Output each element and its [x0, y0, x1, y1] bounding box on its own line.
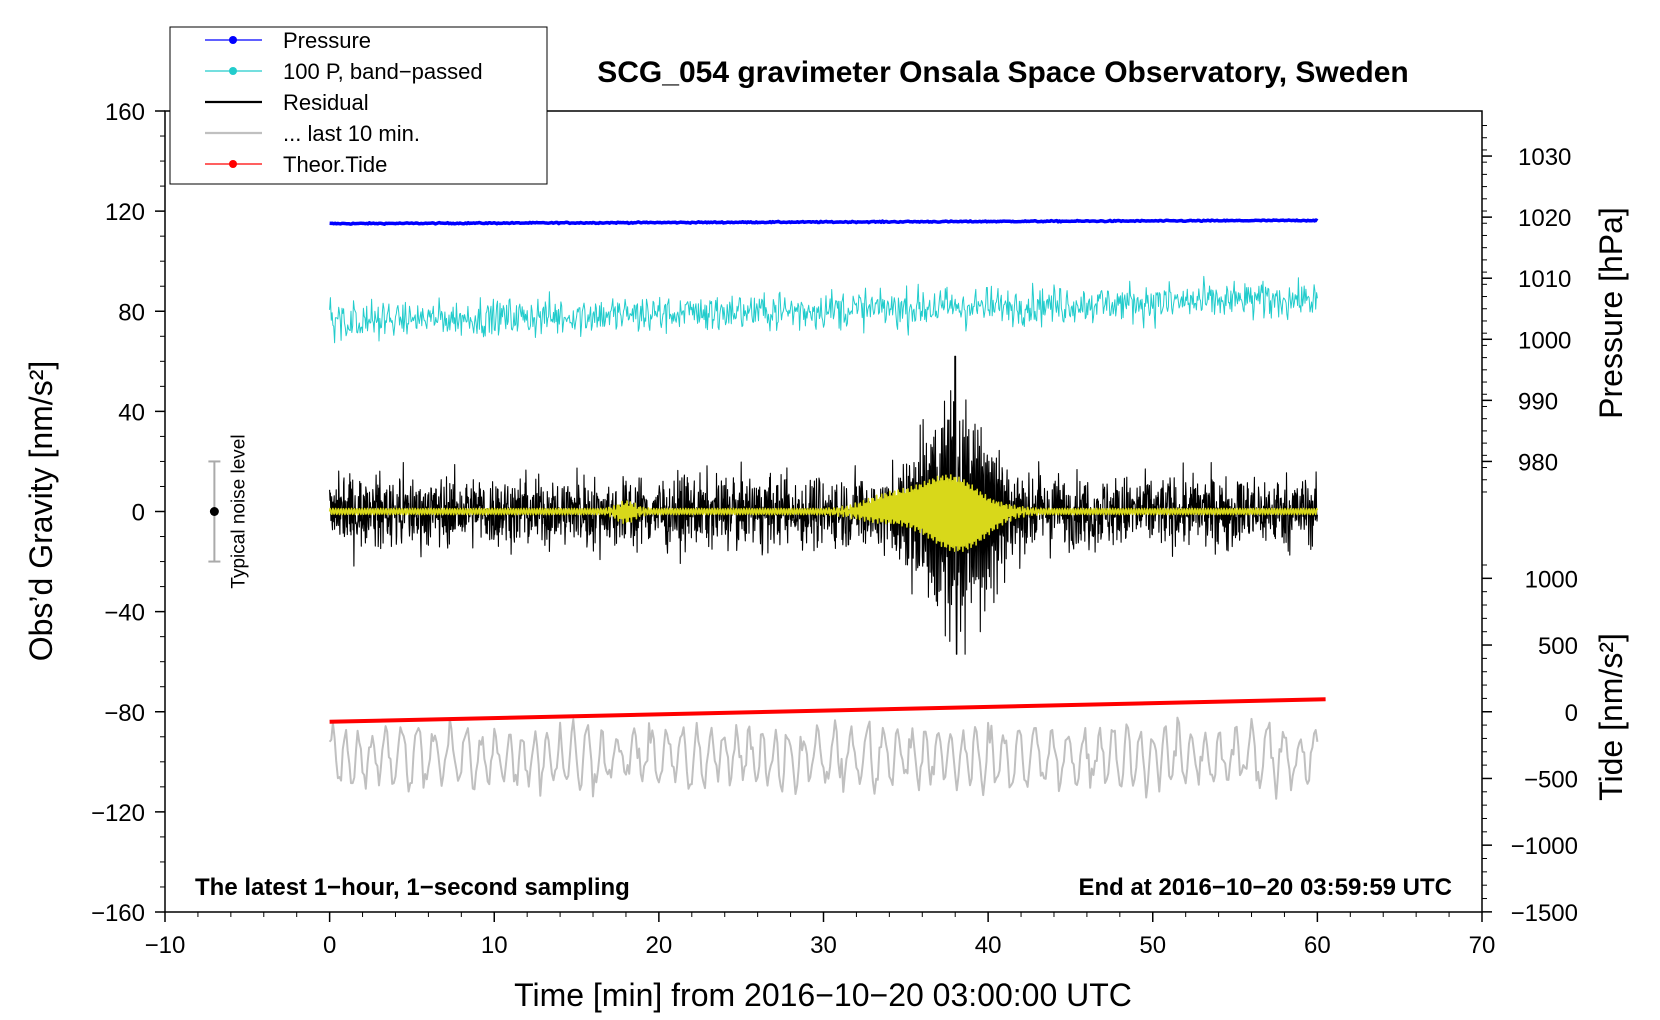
- pressure-tick-label: 980: [1518, 449, 1558, 476]
- axes-group: −10 0 10 20 30 40 50 60 70−160−120−80−4004080120…: [91, 99, 1578, 959]
- y-tick-label: 40: [118, 399, 145, 426]
- sampling-annotation: The latest 1−hour, 1−second sampling: [195, 874, 630, 901]
- series-pressure: [329, 218, 1319, 226]
- chart-title: SCG_054 gravimeter Onsala Space Observat…: [597, 56, 1409, 89]
- tide-tick-label: −1500: [1511, 900, 1578, 927]
- pressure-tick-label: 1000: [1518, 327, 1571, 354]
- legend-marker: [229, 67, 237, 75]
- series-theoretical-tide: [329, 697, 1326, 724]
- y-tick-label: −80: [104, 700, 145, 727]
- tide-tick-label: −1000: [1511, 833, 1578, 860]
- series-residual-filtered: [328, 474, 1319, 552]
- noise-marker: Typical noise level: [208, 434, 249, 589]
- legend-marker: [229, 160, 237, 168]
- legend-label: 100 P, band−passed: [283, 59, 483, 84]
- legend-label: ... last 10 min.: [283, 121, 420, 146]
- tide-tick-label: 1000: [1525, 566, 1578, 593]
- series-last-10-min: [328, 716, 1319, 800]
- x-tick-label: 40: [975, 932, 1002, 959]
- y-tick-label: 80: [118, 299, 145, 326]
- legend-label: Pressure: [283, 28, 371, 53]
- x-tick-label: 20: [646, 932, 673, 959]
- tide-tick-label: 0: [1565, 700, 1578, 727]
- x-tick-label: 10: [481, 932, 508, 959]
- x-tick-label: 0: [323, 932, 336, 959]
- y-tick-label: 160: [105, 99, 145, 126]
- legend-marker: [229, 36, 237, 44]
- pressure-tick-label: 1020: [1518, 205, 1571, 232]
- y-axis-label: Obs’d Gravity [nm/s²]: [23, 361, 59, 662]
- tide-tick-label: −500: [1524, 766, 1578, 793]
- tide-tick-label: 500: [1538, 633, 1578, 660]
- pressure-axis-label: Pressure [hPa]: [1593, 207, 1629, 419]
- tide-axis-label: Tide [nm/s²]: [1593, 633, 1629, 801]
- x-tick-label: −10: [145, 932, 186, 959]
- noise-label: Typical noise level: [228, 434, 249, 588]
- series-residual: [329, 355, 1318, 655]
- x-tick-label: 50: [1139, 932, 1166, 959]
- x-tick-label: 70: [1469, 932, 1496, 959]
- series-bandpassed-pressure: [329, 275, 1318, 344]
- end-time-annotation: End at 2016−10−20 03:59:59 UTC: [1078, 874, 1452, 901]
- legend-label: Theor.Tide: [283, 152, 387, 177]
- series-group: [328, 218, 1326, 800]
- noise-center-dot: [209, 507, 219, 516]
- y-tick-label: −160: [91, 900, 145, 927]
- legend-box: [169, 26, 548, 185]
- y-tick-label: 120: [105, 199, 145, 226]
- pressure-tick-label: 990: [1518, 388, 1558, 415]
- x-axis-label: Time [min] from 2016−10−20 03:00:00 UTC: [514, 977, 1132, 1013]
- y-tick-label: 0: [132, 500, 145, 527]
- pressure-tick-label: 1030: [1518, 144, 1571, 171]
- legend: Pressure 100 P, band−passed Residual ... la…: [169, 26, 548, 185]
- legend-label: Residual: [283, 90, 369, 115]
- x-tick-label: 60: [1304, 932, 1331, 959]
- y-tick-label: −120: [91, 800, 145, 827]
- x-tick-label: 30: [810, 932, 837, 959]
- y-tick-label: −40: [104, 600, 145, 627]
- pressure-tick-label: 1010: [1518, 266, 1571, 293]
